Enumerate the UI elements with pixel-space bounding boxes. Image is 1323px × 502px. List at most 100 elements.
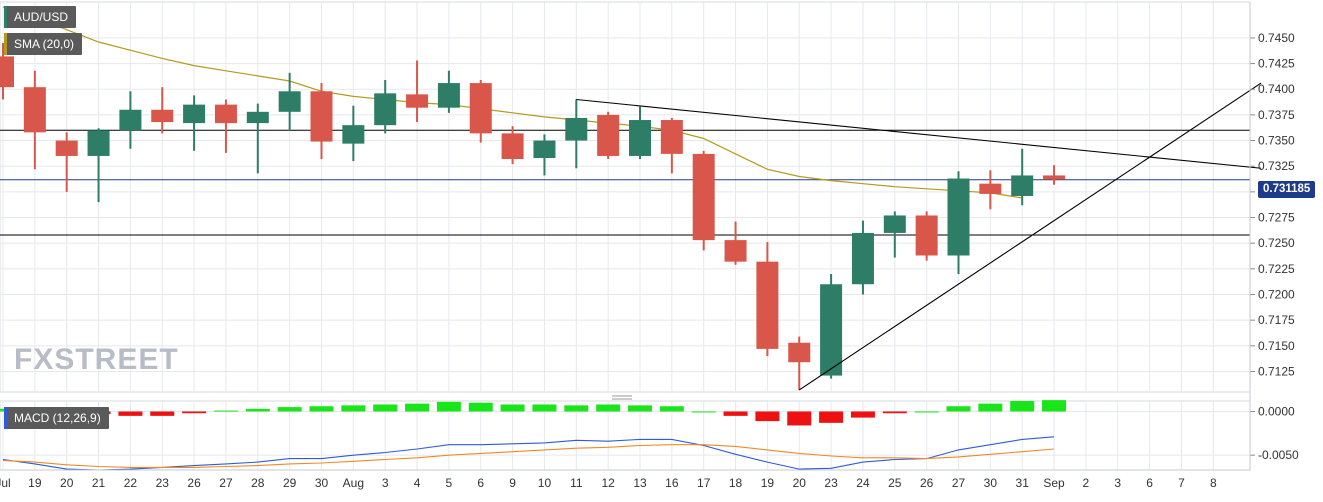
macd-histogram-bar [691, 411, 716, 413]
candle-body [23, 87, 46, 133]
macd-legend[interactable]: MACD (12,26,9) [4, 407, 109, 429]
macd-histogram-bar [118, 411, 143, 416]
macd-histogram-bar [532, 404, 557, 412]
candle-body [1011, 175, 1034, 196]
price-tick-label: 0.7150 [1258, 339, 1295, 353]
x-tick-label: 3 [382, 476, 389, 490]
macd-histogram-bar [436, 401, 461, 412]
macd-histogram-bar [659, 406, 684, 412]
macd-tick-label: 0.0000 [1258, 404, 1295, 418]
candle-body [183, 104, 206, 124]
macd-histogram-bar [819, 411, 844, 423]
x-tick-label: 20 [60, 476, 74, 490]
symbol-swatch [4, 6, 7, 28]
x-tick-label: 18 [729, 476, 743, 490]
x-tick-label: 6 [477, 476, 484, 490]
candle-body [55, 140, 78, 156]
x-tick-label: 26 [920, 476, 934, 490]
trendlines-group [576, 82, 1262, 391]
macd-histogram-bar [978, 403, 1003, 412]
x-tick-label: 27 [952, 476, 966, 490]
x-tick-label: 8 [1210, 476, 1217, 490]
price-tick-label: 0.7275 [1258, 211, 1295, 225]
sma-legend[interactable]: SMA (20,0) [4, 33, 83, 55]
candles-group [0, 43, 1066, 390]
x-tick-label: 20 [793, 476, 807, 490]
price-tick-label: 0.7250 [1258, 236, 1295, 250]
watermark-street: STREET [54, 343, 179, 376]
x-tick-label: 17 [697, 476, 711, 490]
candle-body [788, 342, 811, 363]
price-tick-label: 0.7225 [1258, 262, 1295, 276]
price-tick-label: 0.7200 [1258, 288, 1295, 302]
macd-pane-bg [0, 400, 1251, 471]
x-tick-label: 27 [219, 476, 233, 490]
x-tick-label: 19 [761, 476, 775, 490]
macd-histogram-bar [1042, 400, 1067, 412]
x-tick-label: 16 [665, 476, 679, 490]
x-tick-label: 29 [283, 476, 297, 490]
macd-histogram-bar [946, 406, 971, 412]
x-tick-label: 13 [633, 476, 647, 490]
candle-body [660, 120, 683, 154]
price-tick-label: 0.7425 [1258, 57, 1295, 71]
candle-body [214, 104, 237, 124]
candle-body [979, 183, 1002, 194]
horizontal-levels [0, 129, 1250, 236]
candle-body [851, 232, 874, 285]
price-tick-label: 0.7325 [1258, 159, 1295, 173]
macd-histogram-bar [341, 405, 366, 412]
symbol-label: AUD/USD [14, 10, 69, 24]
x-tick-label: 4 [414, 476, 421, 490]
price-tick-label: 0.7175 [1258, 313, 1295, 327]
candle-body [883, 215, 906, 233]
x-tick-label: 26 [187, 476, 201, 490]
x-tick-label: 23 [156, 476, 170, 490]
macd-histogram-bar [405, 403, 430, 412]
macd-swatch [4, 407, 7, 429]
candle-body [692, 153, 715, 241]
candle-body [629, 120, 651, 156]
x-tick-label: 28 [251, 476, 265, 490]
macd-histogram-bar [182, 411, 207, 414]
candle-body [87, 130, 110, 156]
candle-body [0, 56, 14, 88]
sma-line-group [2, 6, 1023, 199]
trendline [798, 82, 1262, 391]
macd-histogram-bar [755, 411, 780, 422]
candle-body [342, 125, 365, 144]
x-tick-label: 21 [92, 476, 106, 490]
macd-histogram-bar [468, 402, 493, 412]
candle-body [437, 83, 460, 108]
macd-histogram-bar [1010, 401, 1035, 412]
price-tick-label: 0.7450 [1258, 31, 1295, 45]
x-tick-label: 2 [1083, 476, 1090, 490]
symbol-legend[interactable]: AUD/USD [4, 6, 77, 28]
watermark-fx: FX [14, 343, 55, 376]
macd-histogram-bar [245, 408, 270, 412]
x-tick-label: 7 [1178, 476, 1185, 490]
x-tick-label: 25 [888, 476, 902, 490]
candle-body [374, 93, 397, 126]
price-tick-label: 0.7350 [1258, 134, 1295, 148]
macd-pane [0, 400, 1067, 471]
fxstreet-watermark: FXSTREET [14, 343, 179, 377]
x-tick-label: 30 [315, 476, 329, 490]
x-tick-label: 24 [856, 476, 870, 490]
candle-body [597, 114, 620, 156]
candle-body [406, 94, 429, 108]
x-tick-label: 12 [601, 476, 615, 490]
x-tick-label: 3 [1114, 476, 1121, 490]
candle-body [278, 91, 301, 112]
x-tick-label: 11 [570, 476, 583, 490]
candle-body [310, 91, 333, 142]
candle-body [820, 284, 843, 376]
macd-histogram-bar [277, 407, 302, 412]
macd-histogram-bar [309, 406, 334, 412]
x-tick-label: Sep [1043, 476, 1065, 490]
x-tick-label: 22 [124, 476, 138, 490]
macd-histogram-bar [787, 411, 812, 426]
x-tick-label: Aug [343, 476, 364, 490]
